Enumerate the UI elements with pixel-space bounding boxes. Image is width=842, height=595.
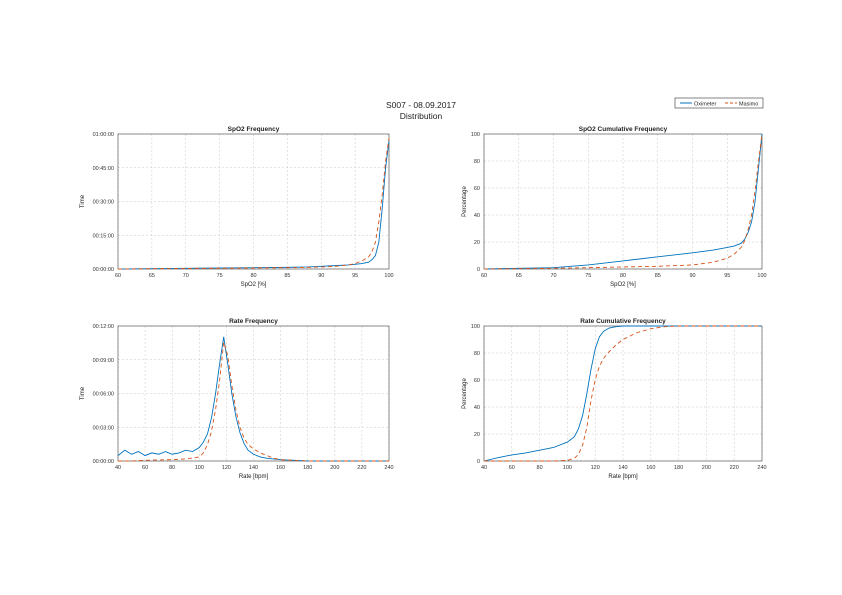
series-line-oximeter xyxy=(483,133,763,270)
y-tick-label: 0 xyxy=(477,459,480,465)
x-tick-label: 100 xyxy=(384,273,393,279)
axes-frame xyxy=(117,325,390,462)
x-tick-label: 60 xyxy=(509,465,515,471)
x-tick-label: 60 xyxy=(142,465,148,471)
figure-title: S007 - 08.09.2017 xyxy=(386,100,456,110)
x-tick-label: 140 xyxy=(249,465,258,471)
x-axis-label: SpO2 [%] xyxy=(241,282,267,288)
chart-spo2-cumulative: 60 65 70 75 80 85 90 95 100 0 20 40 60 80 100 SpO2 Cumu… xyxy=(462,126,767,288)
y-axis-label: Time xyxy=(80,194,86,208)
x-tick-label: 40 xyxy=(115,465,121,471)
x-tick-label: 80 xyxy=(620,273,626,279)
y-tick-label: 00:45:00 xyxy=(93,166,114,172)
y-tick-label: 00:00:00 xyxy=(93,267,114,273)
x-tick-label: 70 xyxy=(550,273,556,279)
x-tick-label: 180 xyxy=(303,465,312,471)
y-axis-label: Percentage xyxy=(462,378,468,409)
series-line-oximeter xyxy=(117,336,389,462)
y-tick-label: 20 xyxy=(474,240,480,246)
y-tick-label: 00:09:00 xyxy=(93,358,114,364)
y-tick-label: 100 xyxy=(471,324,480,330)
x-tick-label: 220 xyxy=(357,465,366,471)
x-tick-label: 65 xyxy=(516,273,522,279)
y-tick-label: 00:00:00 xyxy=(93,459,114,465)
x-tick-label: 95 xyxy=(352,273,358,279)
x-tick-label: 90 xyxy=(689,273,695,279)
y-tick-label: 80 xyxy=(474,351,480,357)
legend-box xyxy=(674,97,764,109)
chart-title: Rate Frequency xyxy=(229,318,278,325)
x-tick-label: 85 xyxy=(655,273,661,279)
chart-rate-cumulative: 40 60 80 100 120 140 160 180 200 220 240 0 20 40 60 80 1… xyxy=(462,318,767,480)
axes-frame xyxy=(117,133,390,270)
x-tick-label: 75 xyxy=(585,273,591,279)
x-tick-label: 200 xyxy=(702,465,711,471)
x-tick-label: 90 xyxy=(318,273,324,279)
x-axis-label: SpO2 [%] xyxy=(610,282,636,288)
x-tick-label: 160 xyxy=(276,465,285,471)
y-tick-label: 00:06:00 xyxy=(93,392,114,398)
x-tick-label: 40 xyxy=(481,465,487,471)
y-axis-label: Percentage xyxy=(462,186,468,217)
x-tick-label: 80 xyxy=(250,273,256,279)
x-tick-label: 160 xyxy=(646,465,655,471)
x-axis-label: Rate [bpm] xyxy=(608,474,638,480)
legend: Oximeter Masimo xyxy=(674,97,764,109)
x-tick-label: 75 xyxy=(217,273,223,279)
x-tick-label: 95 xyxy=(724,273,730,279)
x-tick-label: 200 xyxy=(330,465,339,471)
y-tick-label: 20 xyxy=(474,432,480,438)
legend-label-masimo: Masimo xyxy=(739,102,758,108)
x-tick-label: 100 xyxy=(757,273,766,279)
x-tick-label: 100 xyxy=(563,465,572,471)
x-tick-label: 85 xyxy=(284,273,290,279)
chart-rate-frequency: 40 60 80 100 120 140 160 180 200 220 240 00:00:00 00… xyxy=(80,318,394,480)
y-tick-label: 80 xyxy=(474,159,480,165)
y-tick-label: 60 xyxy=(474,378,480,384)
y-axis-label: Time xyxy=(80,386,86,400)
x-tick-label: 60 xyxy=(481,273,487,279)
x-tick-label: 100 xyxy=(195,465,204,471)
x-tick-label: 140 xyxy=(618,465,627,471)
x-axis-label: Rate [bpm] xyxy=(239,474,269,480)
y-tick-label: 40 xyxy=(474,405,480,411)
y-tick-label: 01:00:00 xyxy=(93,132,114,138)
series-line-oximeter xyxy=(483,325,762,462)
y-tick-label: 00:15:00 xyxy=(93,233,114,239)
y-tick-label: 00:12:00 xyxy=(93,324,114,330)
x-tick-label: 240 xyxy=(384,465,393,471)
y-tick-label: 00:03:00 xyxy=(93,425,114,431)
axes-frame xyxy=(483,133,763,270)
series-line-masimo xyxy=(484,325,762,462)
y-tick-label: 100 xyxy=(471,132,480,138)
y-tick-label: 0 xyxy=(477,267,480,273)
x-tick-label: 120 xyxy=(591,465,600,471)
y-tick-label: 00:30:00 xyxy=(93,200,114,206)
x-tick-label: 120 xyxy=(222,465,231,471)
figure-subtitle: Distribution xyxy=(400,111,443,121)
x-tick-label: 80 xyxy=(169,465,175,471)
x-tick-label: 180 xyxy=(674,465,683,471)
x-tick-label: 240 xyxy=(757,465,766,471)
chart-title: SpO2 Cumulative Frequency xyxy=(579,126,668,133)
legend-label-oximeter: Oximeter xyxy=(694,102,716,108)
chart-title: Rate Cumulative Frequency xyxy=(580,318,666,325)
y-tick-label: 60 xyxy=(474,186,480,192)
x-tick-label: 60 xyxy=(115,273,121,279)
series-line-masimo xyxy=(118,342,389,462)
chart-spo2-frequency: 60 65 70 75 80 85 90 95 100 00:00:00 00:15:00 00:30… xyxy=(80,126,394,288)
y-tick-label: 40 xyxy=(474,213,480,219)
series-line-masimo xyxy=(117,137,390,270)
x-tick-label: 70 xyxy=(183,273,189,279)
x-tick-label: 220 xyxy=(730,465,739,471)
chart-title: SpO2 Frequency xyxy=(228,126,280,133)
x-tick-label: 65 xyxy=(149,273,155,279)
series-line-masimo xyxy=(483,133,763,270)
x-tick-label: 80 xyxy=(537,465,543,471)
